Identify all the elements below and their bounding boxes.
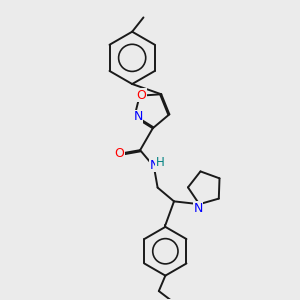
Text: H: H bbox=[156, 156, 165, 169]
Text: O: O bbox=[136, 89, 146, 102]
Text: N: N bbox=[133, 110, 143, 123]
Text: N: N bbox=[194, 202, 203, 215]
Text: N: N bbox=[149, 158, 159, 172]
Text: O: O bbox=[114, 147, 124, 160]
